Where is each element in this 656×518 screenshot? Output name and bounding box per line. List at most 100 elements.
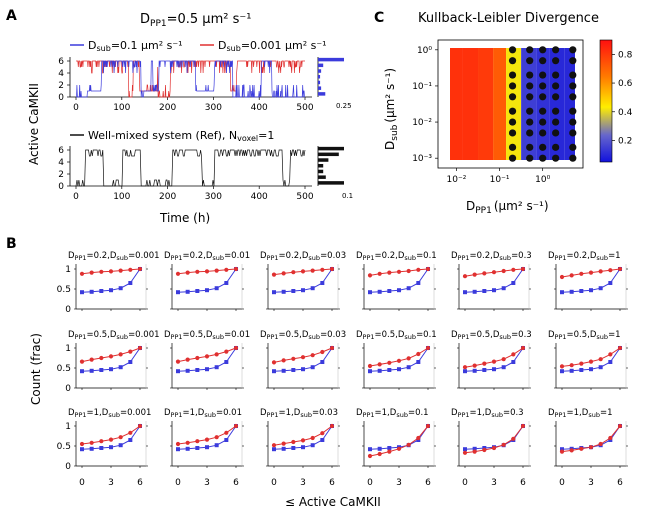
sample-point (552, 82, 560, 90)
title-val: =0.2,D (183, 251, 213, 261)
cdf-panel: DPP1=0.2,Dsub=0.001 0 0.5 1 (57, 251, 160, 315)
red-marker (598, 441, 603, 447)
sample-point (539, 118, 547, 126)
red-marker (79, 441, 85, 447)
cdf-panel-title: DPP1=0.2,Dsub=0.3 (451, 251, 532, 262)
cdf-panel: DPP1=1,Dsub=0.1 0 3 6 (356, 408, 436, 488)
blue-marker (80, 447, 84, 452)
sample-point (552, 93, 560, 101)
panel-label-a: A (6, 8, 17, 24)
red-marker (569, 273, 574, 278)
cdf-xtick-label: 6 (233, 478, 239, 488)
a-top-xtick-label: 500 (296, 103, 313, 113)
cdf-xtick-label: 6 (137, 478, 143, 488)
sample-point (526, 46, 534, 54)
red-marker (108, 269, 114, 274)
c-frame (437, 39, 584, 169)
red-marker (462, 450, 468, 455)
red-marker (520, 266, 526, 272)
title-sub-pp1: PP1 (171, 254, 183, 262)
blue-marker (368, 290, 372, 295)
cdf-panel-title: DPP1=1,Dsub=0.3 (451, 408, 524, 419)
sample-point (552, 57, 560, 65)
red-marker (89, 270, 94, 275)
hist-bottom-bar (318, 146, 344, 151)
red-marker (204, 437, 210, 442)
sample-point (552, 118, 560, 126)
cdf-panel-title: DPP1=0.2,Dsub=0.001 (68, 251, 160, 262)
title-d: D (260, 251, 267, 261)
title-sub-sub: sub (491, 411, 503, 419)
panel-c-ylabel: Dsub(µm² s⁻¹) (383, 68, 400, 150)
red-marker (520, 423, 526, 429)
title-val: =1,D (375, 408, 397, 418)
sample-point (552, 46, 560, 54)
blue-marker (560, 369, 564, 374)
title-val: =0.2,D (279, 251, 309, 261)
blue-marker (281, 289, 286, 294)
hist-top-bar (318, 92, 326, 96)
red-marker (175, 359, 181, 364)
title-sub-pp1: PP1 (363, 411, 375, 419)
cdf-xtick-label: 0 (175, 478, 181, 488)
panel-a-bottom-plot: 0 100 200 300 400 500 0 2 4 6 (58, 146, 314, 202)
trace-black-well-mixed (75, 149, 306, 187)
cdf-ytick-label: 0.5 (57, 285, 71, 295)
sample-point (526, 57, 534, 65)
red-marker (310, 435, 315, 441)
title-sub-pp1: PP1 (267, 333, 279, 341)
legend-blue-rest: =0.1 µm² s⁻¹ (111, 39, 183, 52)
title-dsub: =0.03 (320, 251, 346, 261)
a-top-ytick-label: 2 (58, 81, 64, 91)
blue-marker (301, 367, 305, 372)
blue-marker (598, 286, 603, 291)
heatmap-cell (564, 48, 575, 160)
blue-marker (109, 288, 113, 293)
title-val: =0.5,D (470, 330, 500, 340)
cdf-panel-title: DPP1=0.5,Dsub=0.1 (356, 330, 437, 341)
title-sub-pp1: PP1 (171, 411, 183, 419)
title-d: D (164, 330, 171, 340)
cdf-xtick-label: 3 (588, 478, 594, 488)
title-val: =0.5,D (87, 330, 117, 340)
title-val: =1,D (87, 408, 109, 418)
red-marker (281, 358, 286, 363)
cdf-xtick-label: 3 (396, 478, 402, 488)
blue-marker (589, 367, 593, 372)
red-marker (598, 357, 603, 362)
a-top-hist-max: 0.25 (336, 102, 352, 110)
blue-marker (579, 368, 584, 372)
red-marker (608, 435, 613, 441)
red-marker (598, 269, 603, 274)
hist-top-bar (318, 69, 322, 73)
cdf-xtick-label: 6 (617, 478, 623, 488)
red-marker (300, 355, 306, 360)
title-d: D (68, 408, 75, 418)
cdf-panel: DPP1=0.5,Dsub=0.001 0 0.5 1 (57, 330, 160, 394)
title-dsub: =1 (600, 408, 613, 418)
hist-top-bar (318, 80, 321, 85)
red-marker (271, 443, 277, 448)
blue-marker (377, 446, 382, 451)
blue-marker (214, 365, 219, 370)
cdf-xtick-label: 3 (204, 478, 210, 488)
cdf-panel: DPP1=0.5,Dsub=0.3 (451, 330, 532, 390)
panel-b-grid: DPP1=0.2,Dsub=0.00100.51DPP1=0.2,Dsub=0.… (57, 251, 628, 488)
hist-bottom-bar (318, 169, 324, 174)
cdf-panel: DPP1=1,Dsub=1 0 3 6 (548, 408, 628, 488)
blue-marker (589, 288, 593, 293)
red-marker (425, 266, 431, 272)
red-marker (617, 423, 623, 429)
red-marker (99, 355, 104, 361)
red-marker (608, 352, 613, 357)
title-sub: PP1 (150, 19, 167, 29)
panel-b-xlabel: ≤ Active CaMKII (285, 495, 381, 509)
a-bot-xtick-label: 300 (205, 192, 222, 202)
blue-marker (482, 289, 487, 293)
red-marker (204, 269, 210, 274)
c-xtick-label: 10⁻² (447, 175, 467, 185)
title-sub-pp1: PP1 (267, 411, 279, 419)
sample-point (552, 129, 560, 137)
sample-point (508, 154, 517, 162)
a-bot-ytick-label: 4 (58, 158, 64, 168)
